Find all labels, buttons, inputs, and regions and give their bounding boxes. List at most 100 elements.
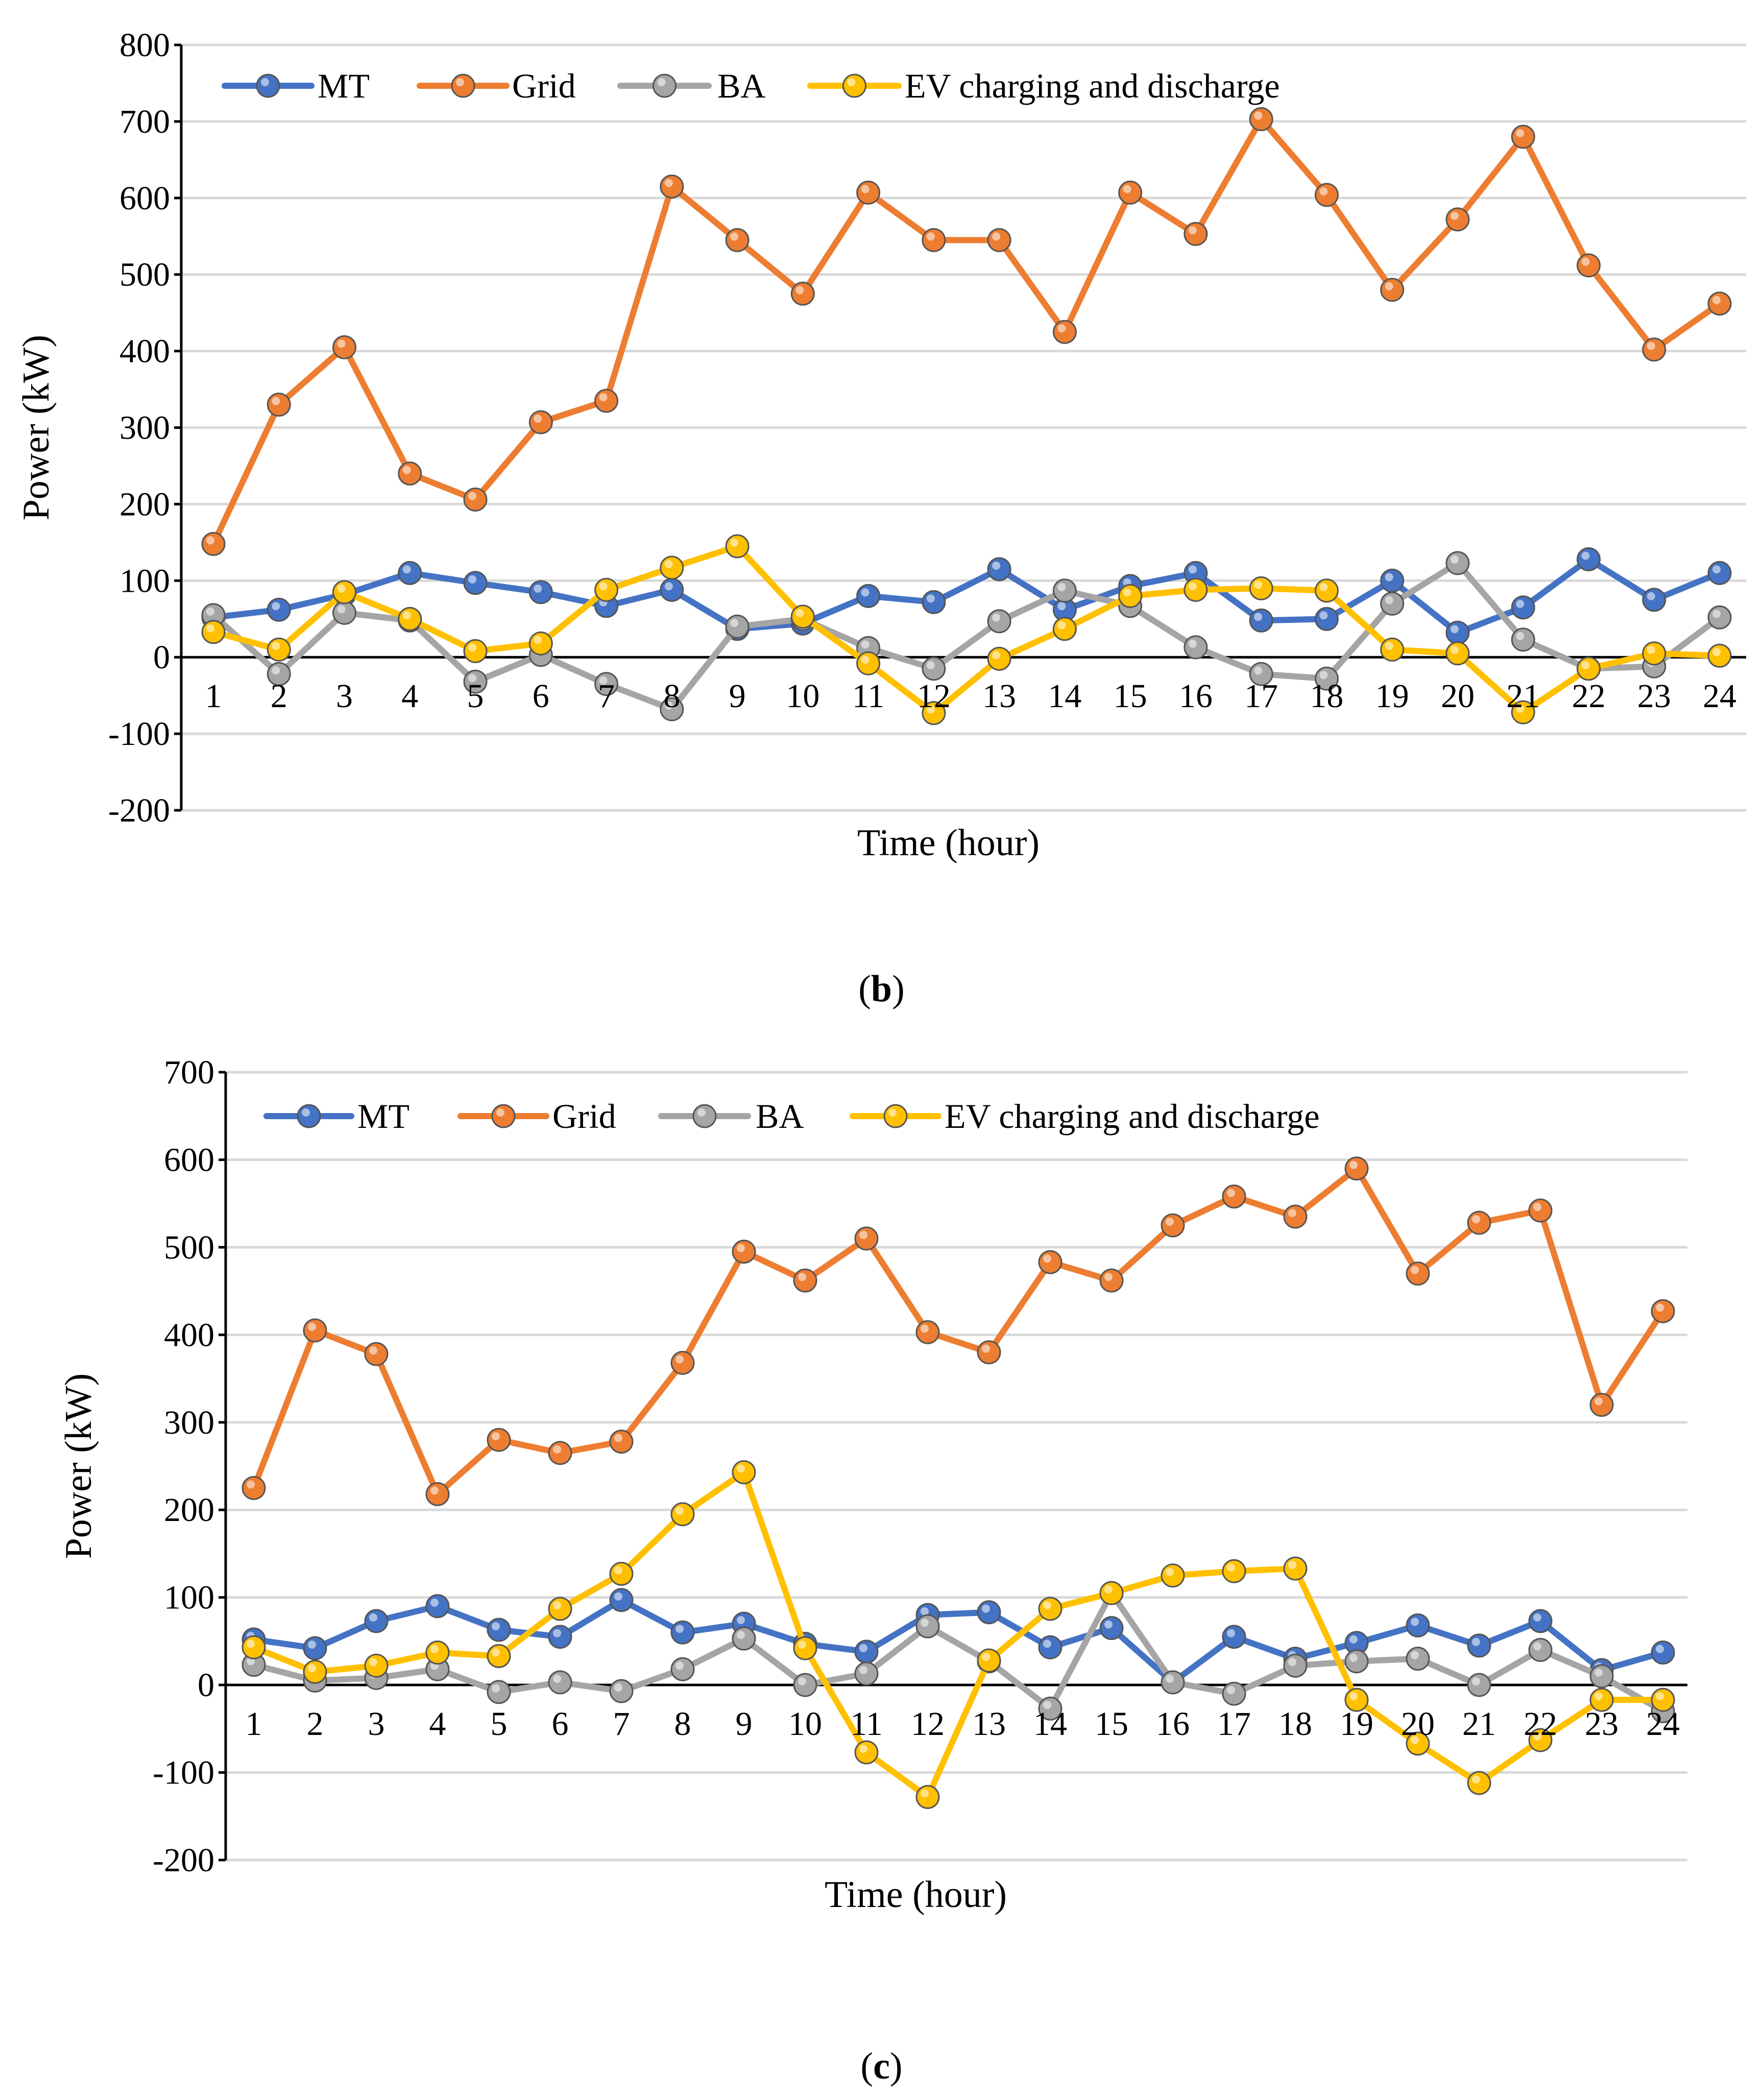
chart-b-point-ev-charging-and-discharge-13 [987,646,1011,671]
chart-b-point-highlight-ev-charging-and-discharge-3 [337,584,346,593]
chart-c-point-highlight-grid-13 [982,1344,990,1353]
chart-b-point-ev-charging-and-discharge-9 [725,534,750,559]
chart-b-point-highlight-grid-4 [402,466,411,474]
chart-c-point-ba-10 [793,1673,817,1697]
chart-b-point-grid-18 [1314,183,1339,207]
chart-c-point-highlight-grid-1 [247,1480,255,1489]
chart-b-point-mt-11 [856,584,881,608]
chart-b-point-grid-3 [332,335,357,359]
chart-b-xtick-17: 17 [1244,678,1278,715]
chart-b-point-highlight-mt-16 [1188,565,1197,574]
chart-c-point-ev-charging-and-discharge-17 [1222,1559,1246,1583]
chart-c-xtick-10: 10 [788,1705,822,1743]
chart-b-point-highlight-mt-20 [1450,625,1459,634]
chart-c-point-grid-3 [364,1342,389,1366]
chart-b-point-highlight-ev-charging-and-discharge-9 [730,538,739,547]
chart-b-point-ev-charging-and-discharge-14 [1052,617,1077,641]
chart-c-point-grid-10 [793,1268,817,1293]
chart-b-point-highlight-grid-21 [1516,129,1525,137]
chart-b-point-mt-22 [1576,547,1601,571]
chart-b-ytick-200: 200 [119,486,170,523]
chart-c-point-highlight-grid-3 [369,1346,377,1355]
chart-b-point-mt-2 [267,597,291,622]
chart-b-point-highlight-ba-12 [926,661,935,669]
chart-b-point-highlight-ev-charging-and-discharge-7 [599,582,608,591]
chart-c-xtick-20: 20 [1401,1705,1435,1743]
chart-b-point-highlight-ev-charging-and-discharge-22 [1581,661,1590,669]
chart-b-point-grid-4 [398,461,422,486]
chart-b-point-highlight-mt-18 [1319,611,1328,620]
chart-b-point-highlight-ev-charging-and-discharge-12 [926,705,935,714]
chart-b-point-mt-5 [463,571,488,595]
chart-c-point-highlight-grid-17 [1227,1189,1235,1197]
chart-b-point-highlight-ev-charging-and-discharge-18 [1319,583,1328,591]
chart-c-ytick-400: 400 [164,1316,214,1354]
chart-b-point-highlight-ba-7 [599,676,608,685]
chart-b-point-highlight-ba-13 [992,613,1001,622]
chart-c-point-highlight-ev-charging-and-discharge-16 [1166,1567,1174,1576]
chart-c-point-highlight-ev-charging-and-discharge-21 [1472,1775,1480,1784]
chart-c-point-highlight-mt-8 [675,1625,684,1633]
chart-b-point-mt-8 [660,577,684,602]
chart-c-point-highlight-ev-charging-and-discharge-19 [1349,1692,1358,1701]
chart-b-point-highlight-grid-18 [1319,187,1328,196]
chart-c-point-ev-charging-and-discharge-1 [241,1635,266,1659]
chart-c-point-ba-11 [854,1661,879,1686]
chart-c-legend-marker-highlight-mt [302,1108,310,1117]
chart-c-point-highlight-mt-21 [1472,1637,1480,1646]
chart-c-point-highlight-ev-charging-and-discharge-4 [430,1645,439,1653]
chart-b-point-highlight-ba-18 [1319,671,1328,680]
chart-b-point-grid-13 [987,228,1011,252]
chart-b-point-ev-charging-and-discharge-20 [1445,641,1470,666]
chart-c-point-highlight-ba-19 [1349,1653,1358,1662]
chart-b-point-grid-9 [725,228,750,252]
chart-c-point-highlight-grid-2 [308,1322,316,1331]
chart-c-point-mt-6 [548,1625,572,1649]
chart-b-point-highlight-ba-17 [1254,666,1263,675]
chart-b-point-grid-7 [594,389,619,413]
chart-c-point-mt-14 [1038,1635,1062,1659]
chart-c-xtick-4: 4 [429,1705,446,1743]
chart-b-point-highlight-grid-11 [861,185,870,194]
chart-c-point-highlight-ba-21 [1472,1677,1480,1686]
chart-c-legend-marker-highlight-ev-charging-and-discharge [888,1108,897,1117]
chart-c-point-highlight-mt-19 [1349,1635,1358,1644]
chart-c-legend-marker-grid [491,1104,516,1128]
chart-c-ytick--200: -200 [153,1842,214,1879]
chart-b-point-ba-20 [1445,551,1470,575]
chart-b-ytick--100: -100 [108,715,170,753]
chart-b-point-ba-3 [332,600,357,625]
chart-c-legend-marker-ev-charging-and-discharge [883,1104,908,1128]
chart-b-ytick-500: 500 [119,256,170,294]
chart-c-point-ba-6 [548,1670,572,1695]
chart-b-point-ev-charging-and-discharge-5 [463,639,488,663]
chart-c-point-highlight-ba-11 [859,1665,867,1674]
chart-b-point-mt-12 [922,590,946,614]
chart-b-xtick-20: 20 [1441,678,1475,715]
chart-b-point-grid-12 [922,228,946,252]
chart-b-legend-marker-highlight-grid [456,78,464,86]
chart-c-point-highlight-ev-charging-and-discharge-3 [369,1658,377,1667]
chart-b-point-ba-14 [1052,578,1077,603]
chart-b-point-ev-charging-and-discharge-15 [1118,584,1143,608]
chart-c-point-highlight-grid-12 [921,1324,929,1333]
chart-b-point-grid-24 [1707,292,1732,316]
chart-c-point-highlight-grid-5 [492,1432,500,1441]
chart-b-point-highlight-grid-15 [1123,185,1131,194]
chart-c-point-ev-charging-and-discharge-16 [1161,1563,1185,1588]
chart-c-point-mt-20 [1406,1613,1430,1638]
chart-c-point-ba-9 [732,1626,756,1651]
chart-b-point-highlight-grid-16 [1188,226,1197,235]
chart-c-ytick-200: 200 [164,1491,214,1529]
chart-c-point-highlight-grid-24 [1656,1304,1664,1312]
chart-c-point-highlight-grid-8 [675,1355,684,1364]
chart-c-point-grid-4 [425,1482,450,1506]
chart-c-point-grid-1 [241,1476,266,1500]
chart-b-xtick-2: 2 [271,678,287,715]
chart-c-xtick-21: 21 [1462,1705,1496,1743]
chart-c-point-highlight-grid-22 [1533,1202,1541,1211]
chart-b-series-grid-line [210,116,1723,547]
chart-c-point-highlight-grid-18 [1288,1209,1296,1217]
